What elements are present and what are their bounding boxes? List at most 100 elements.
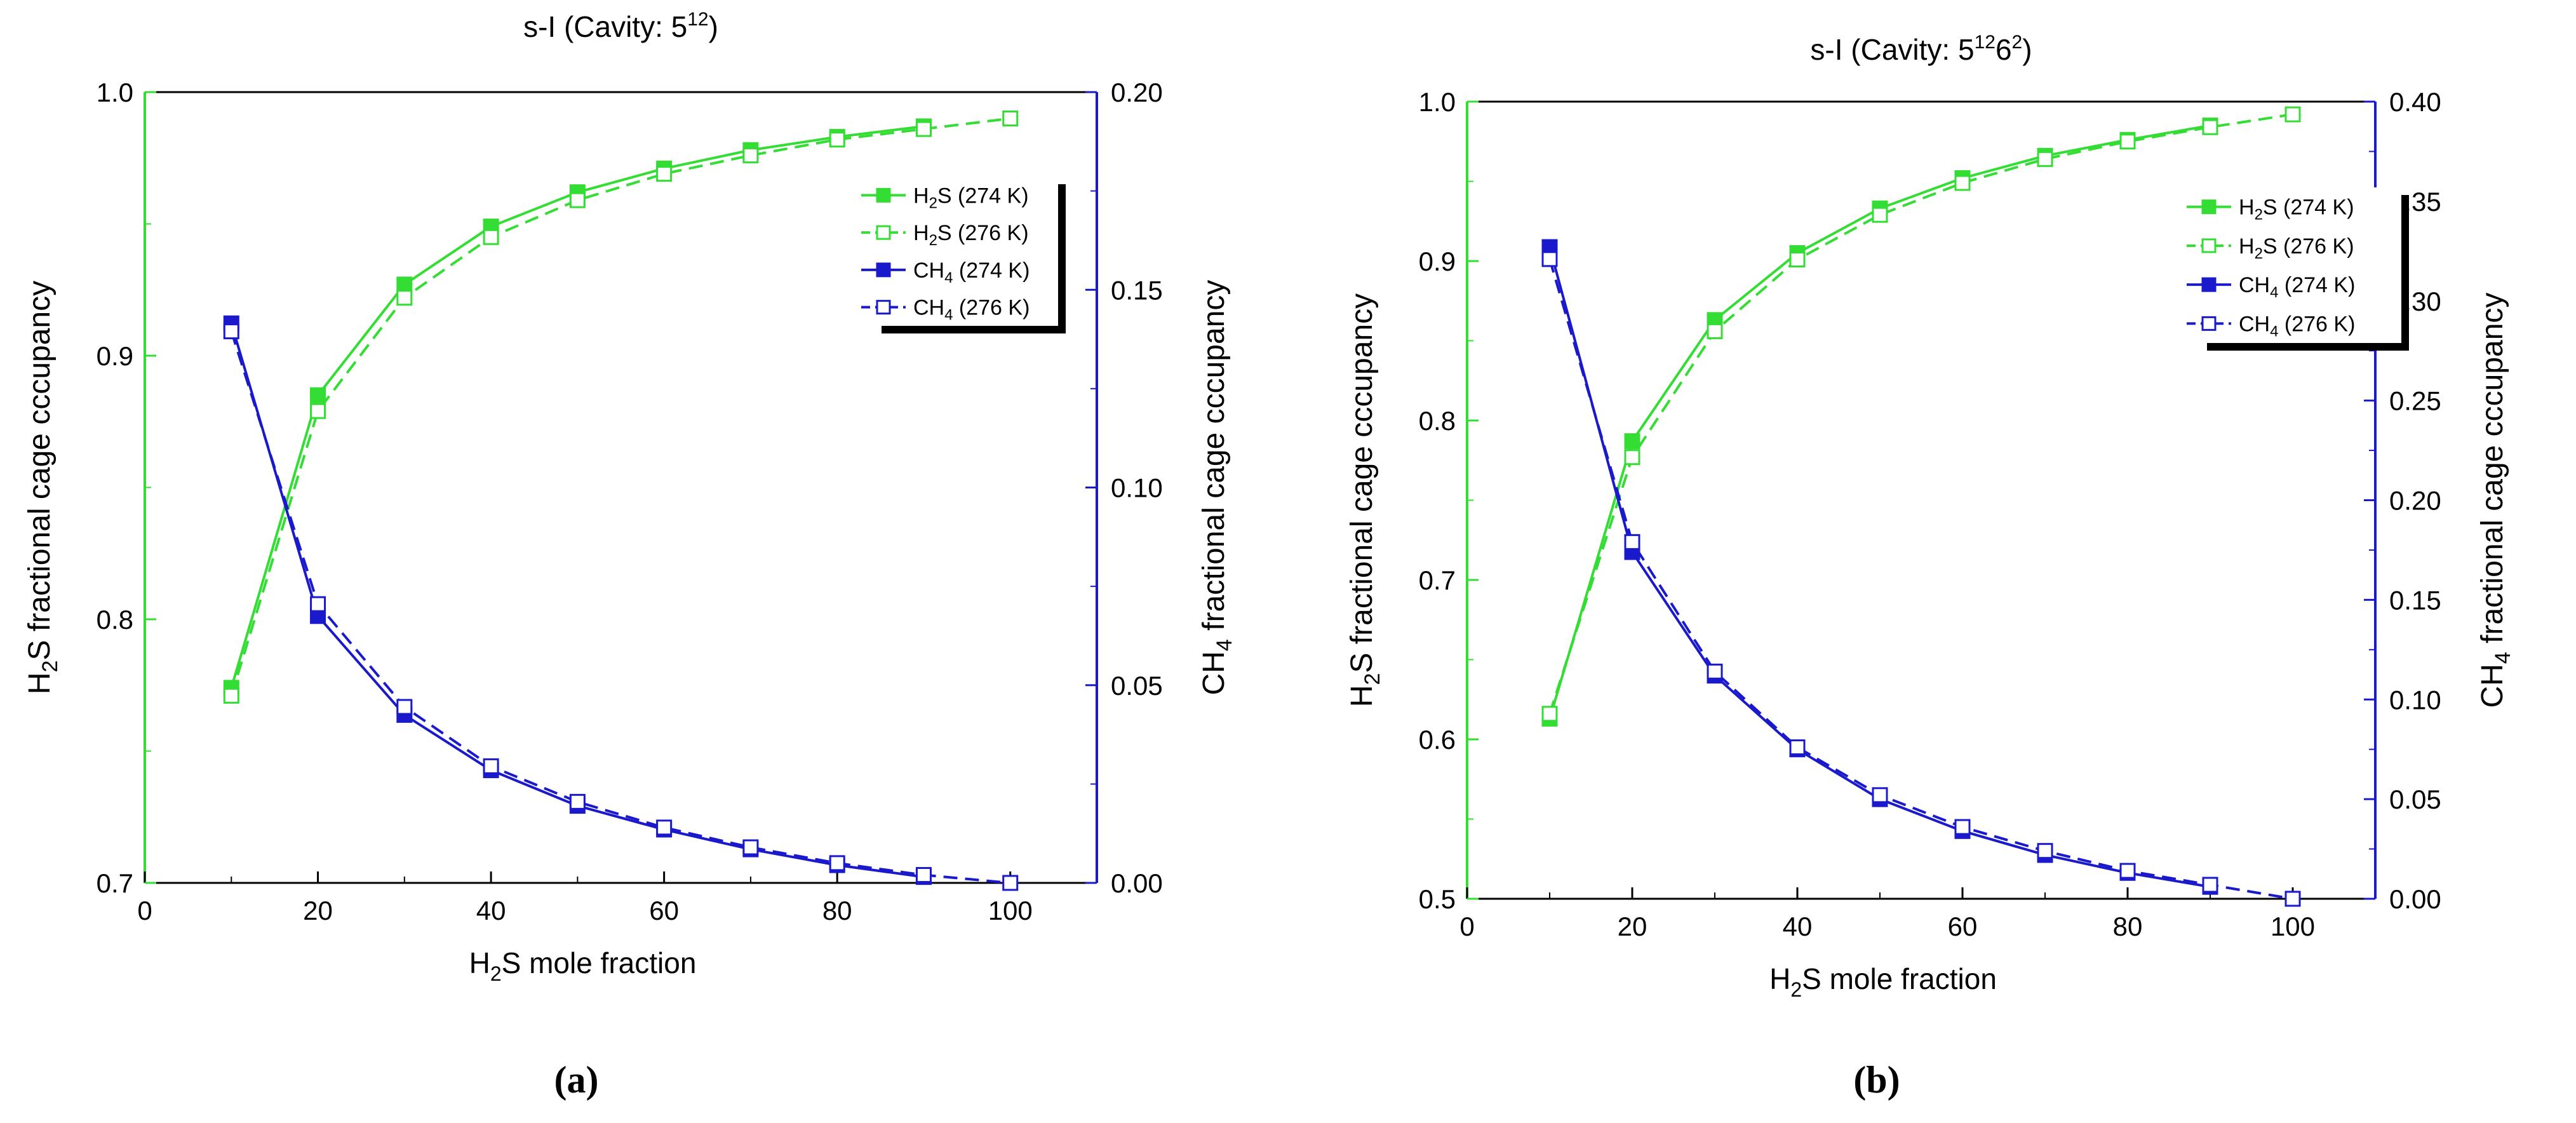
legend-marker-2 <box>2201 277 2217 292</box>
x-tick-label: 80 <box>2113 911 2143 941</box>
series-1-point <box>1872 206 1888 223</box>
y-right-tick-label: 0.15 <box>1111 275 1163 305</box>
series-1-point <box>223 687 239 704</box>
y-left-tick-label: 1.0 <box>97 77 133 107</box>
legend-entry-pre: H <box>2239 234 2255 259</box>
legend-entry-3: CH4 (276 K) <box>2239 312 2355 340</box>
legend-marker-0 <box>2201 199 2217 215</box>
legend-marker-0 <box>876 187 891 203</box>
legend-entry-post: (276 K) <box>953 296 1030 320</box>
chart-title-sup: 12 <box>1975 32 1996 53</box>
x-tick-label: 100 <box>2271 911 2315 941</box>
legend-entry-sub: 2 <box>2255 206 2263 224</box>
legend-entry-sub: 2 <box>2255 245 2263 262</box>
series-3-point <box>1541 251 1558 267</box>
y-left-tick-label: 0.6 <box>1419 725 1456 755</box>
chart-title-main: s-I (Cavity: 5 <box>523 10 687 43</box>
series-1-point <box>396 290 413 306</box>
chart-title-main: s-I (Cavity: 5 <box>1810 33 1974 66</box>
series-1-point <box>2119 133 2136 150</box>
series-line-3 <box>1548 259 2293 900</box>
x-tick-label: 60 <box>649 896 679 925</box>
series-3-point <box>1002 875 1019 891</box>
legend-entry-post: S (276 K) <box>2263 234 2354 259</box>
y-right-tick-label: 0.20 <box>2389 486 2441 516</box>
y-axis-left-label: H2S fractional cage cccupancy <box>1345 293 1385 707</box>
series-line-0 <box>230 124 924 689</box>
legend-entry-sub: 2 <box>929 194 937 212</box>
x-tick-label: 40 <box>1783 911 1813 941</box>
legend-entry-pre: CH <box>913 296 944 320</box>
y-axis-right-label-sub: 4 <box>1212 639 1237 651</box>
series-3-point <box>2119 863 2136 879</box>
y-axis-right-label-pre: CH <box>2476 664 2509 708</box>
y-right-tick-label: 0.40 <box>2389 87 2441 117</box>
legend-entry-2: CH4 (274 K) <box>913 259 1030 286</box>
y-axis-right-label-sub: 4 <box>2491 652 2515 664</box>
x-tick-label: 20 <box>303 896 333 925</box>
series-3-point <box>1707 663 1723 680</box>
y-right-tick-label: 0.20 <box>1111 77 1163 107</box>
series-1-point <box>1707 323 1723 339</box>
x-tick-label: 0 <box>1459 911 1474 941</box>
y-axis-right-label: CH4 fractional cage cccupancy <box>2476 293 2515 708</box>
chart-title-mid: 6 <box>1996 33 2012 66</box>
legend-marker-2 <box>876 262 891 278</box>
x-axis-label-sub: 2 <box>1790 978 1802 1001</box>
legend-entry-post: (274 K) <box>953 259 1030 283</box>
y-right-tick-label: 0.10 <box>1111 473 1163 503</box>
series-3-point <box>2284 891 2301 907</box>
legend-box <box>2199 187 2401 343</box>
legend-entry-post: S (276 K) <box>937 221 1029 245</box>
series-3-point <box>829 855 845 871</box>
chart-b: 0 20 40 60 80 100 0.5 0.6 0.7 0.8 0.9 1.0 0.00 0.05 0.… <box>1345 32 2515 1101</box>
y-axis-right-label-post: fractional cage cccupancy <box>2476 293 2509 652</box>
x-tick-label: 60 <box>1948 911 1978 941</box>
legend-entry-pre: CH <box>2239 273 2270 297</box>
legend-entry-pre: H <box>2239 196 2255 220</box>
y-axis-right-label-pre: CH <box>1197 651 1231 695</box>
legend-entry-post: (274 K) <box>2278 273 2355 297</box>
panel-label: (a) <box>554 1059 599 1101</box>
x-axis-label-pre: H <box>469 946 490 979</box>
series-0-point <box>1624 433 1640 450</box>
y-axis-left-label: H2S fractional cage cccupancy <box>23 281 62 694</box>
series-3-point <box>223 323 239 340</box>
y-left-tick-label: 0.9 <box>97 341 133 371</box>
legend-entry-post: (276 K) <box>2278 312 2355 336</box>
legend-entry-sub: 4 <box>2270 323 2278 340</box>
x-axis-label-pre: H <box>1769 962 1790 995</box>
legend-entry-post: S (274 K) <box>2263 196 2354 220</box>
y-axis-left-label-post: S fractional cage cccupancy <box>1345 293 1379 673</box>
series-3-point <box>569 793 586 810</box>
series-3-point <box>1789 739 1806 756</box>
legend-marker-3 <box>876 300 891 315</box>
legend-entry-sub: 4 <box>2270 284 2278 301</box>
series-1-point <box>2037 151 2053 167</box>
y-axis-right-label: CH4 fractional cage cccupancy <box>1197 280 1237 696</box>
chart-title-sup2: 2 <box>2012 32 2023 53</box>
chart-title: s-I (Cavity: 51262) <box>1810 32 2032 66</box>
y-left-tick-label: 1.0 <box>1419 87 1456 117</box>
x-tick-label: 0 <box>137 896 152 925</box>
series-1-point <box>915 121 932 137</box>
series-line-1 <box>230 117 1010 696</box>
legend-entry-pre: H <box>913 184 929 208</box>
legend-entry-3: CH4 (276 K) <box>913 296 1030 324</box>
x-axis-label-sub: 2 <box>490 962 502 985</box>
chart-title-tail: ) <box>709 10 718 43</box>
y-left-tick-label: 0.9 <box>1419 246 1456 276</box>
series-1-point <box>569 192 586 208</box>
y-left-tick-label: 0.8 <box>1419 406 1456 436</box>
legend-entry-0: H2S (274 K) <box>913 184 1029 212</box>
chart-title-sup: 12 <box>687 9 708 30</box>
series-1-point <box>1541 706 1558 722</box>
series-3-point <box>915 867 932 884</box>
x-axis-label-post: S mole fraction <box>1802 962 1997 995</box>
series-line-3 <box>230 331 1010 884</box>
y-axis-left-label-sub: 2 <box>38 661 62 673</box>
series-0-point <box>396 276 413 293</box>
series-3-point <box>1954 819 1971 835</box>
series-1-point <box>656 166 673 182</box>
series-1-point <box>2202 119 2218 135</box>
